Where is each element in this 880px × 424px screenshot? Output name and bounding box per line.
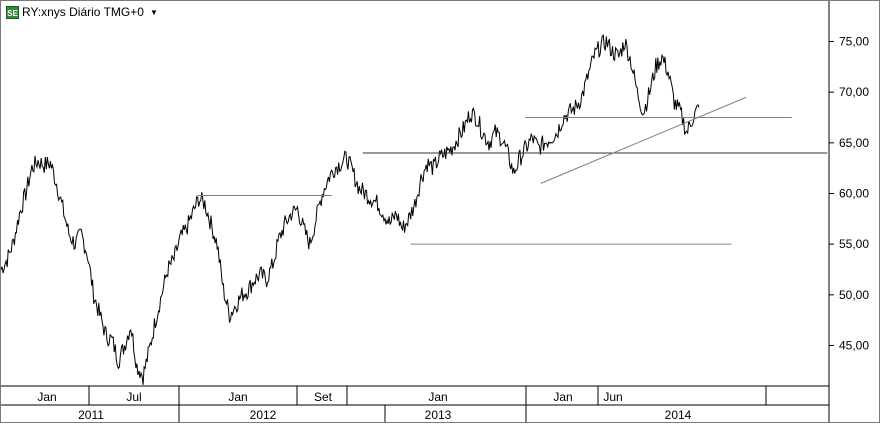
x-month-label: Jan [428,390,447,404]
x-month-label: Jun [603,390,622,404]
x-month-label: Jan [37,390,56,404]
x-month-label: Jan [228,390,247,404]
x-month-label: Jan [553,390,572,404]
chart-header: SE RY:xnys Diário TMG+0 ▼ [6,4,158,20]
y-tick-label: 75,00 [839,35,869,49]
x-month-label: Jul [126,390,141,404]
price-series-line [1,34,700,385]
y-tick-label: 70,00 [839,85,869,99]
trendline [540,96,747,184]
x-year-label: 2014 [665,408,692,422]
y-tick-label: 45,00 [839,338,869,352]
x-year-label: 2011 [78,408,104,422]
y-tick-label: 60,00 [839,187,869,201]
y-tick-label: 55,00 [839,237,869,251]
x-year-label: 2013 [425,408,452,422]
y-tick-label: 50,00 [839,288,869,302]
exchange-logo-icon: SE [6,5,19,19]
chart-title: RY:xnys Diário TMG+0 [22,5,144,19]
x-year-label: 2012 [250,408,277,422]
caret-down-icon[interactable]: ▼ [149,7,158,17]
y-tick-label: 65,00 [839,136,869,150]
x-month-label: Set [314,390,333,404]
